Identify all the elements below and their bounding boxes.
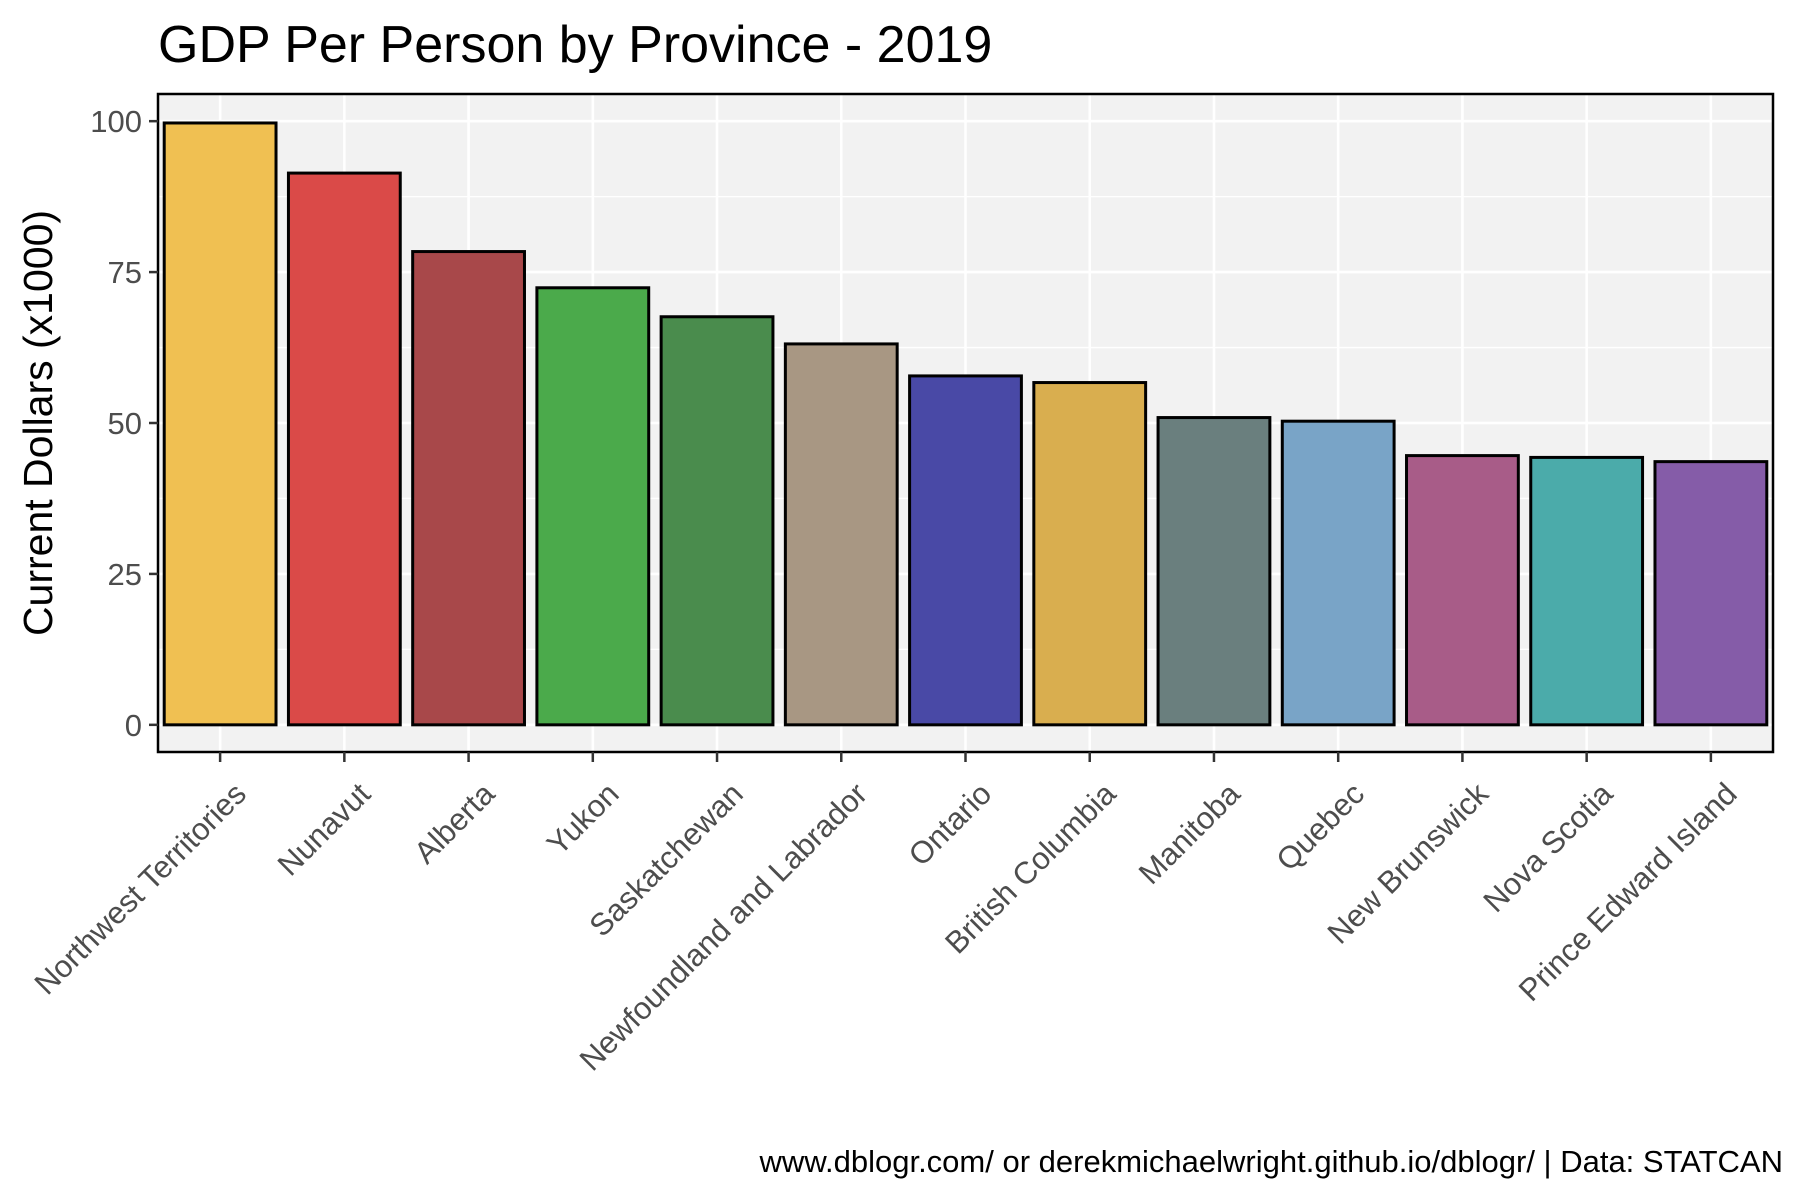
bar xyxy=(535,286,651,727)
x-tick-label: Prince Edward Island xyxy=(1512,776,1744,1008)
bar xyxy=(659,315,775,727)
y-tick-label: 50 xyxy=(108,406,142,441)
bar xyxy=(1280,419,1396,727)
x-tick-label: Northwest Territories xyxy=(28,776,253,1001)
bar xyxy=(783,342,899,727)
bar xyxy=(908,374,1023,727)
chart-title: GDP Per Person by Province - 2019 xyxy=(158,16,992,74)
bar xyxy=(411,250,526,727)
bar xyxy=(1653,460,1769,727)
y-tick-label: 0 xyxy=(125,708,142,743)
bar xyxy=(1529,455,1645,727)
x-tick-label: Nunavut xyxy=(271,776,378,883)
y-tick-label: 100 xyxy=(90,104,142,139)
bar xyxy=(1032,381,1148,727)
x-tick-label: Quebec xyxy=(1269,776,1371,878)
bars xyxy=(162,121,1769,727)
caption: www.dblogr.com/ or derekmichaelwright.gi… xyxy=(759,1144,1783,1179)
bar xyxy=(1405,454,1520,727)
x-tick-label: Ontario xyxy=(902,776,999,873)
y-axis-label: Current Dollars (x1000) xyxy=(15,210,61,636)
bar xyxy=(1156,416,1272,727)
y-tick-label: 75 xyxy=(108,255,142,290)
x-tick-label: Manitoba xyxy=(1132,776,1247,891)
y-axis-ticks: 0 25 50 75 100 xyxy=(90,104,158,743)
x-tick-label: Alberta xyxy=(407,776,502,871)
y-tick-label: 25 xyxy=(108,557,142,592)
x-tick-label: Yukon xyxy=(540,776,626,862)
bar xyxy=(286,171,402,727)
bar xyxy=(162,121,278,727)
x-axis-ticks: Northwest Territories Nunavut Alberta Yukon… xyxy=(28,752,1744,1077)
